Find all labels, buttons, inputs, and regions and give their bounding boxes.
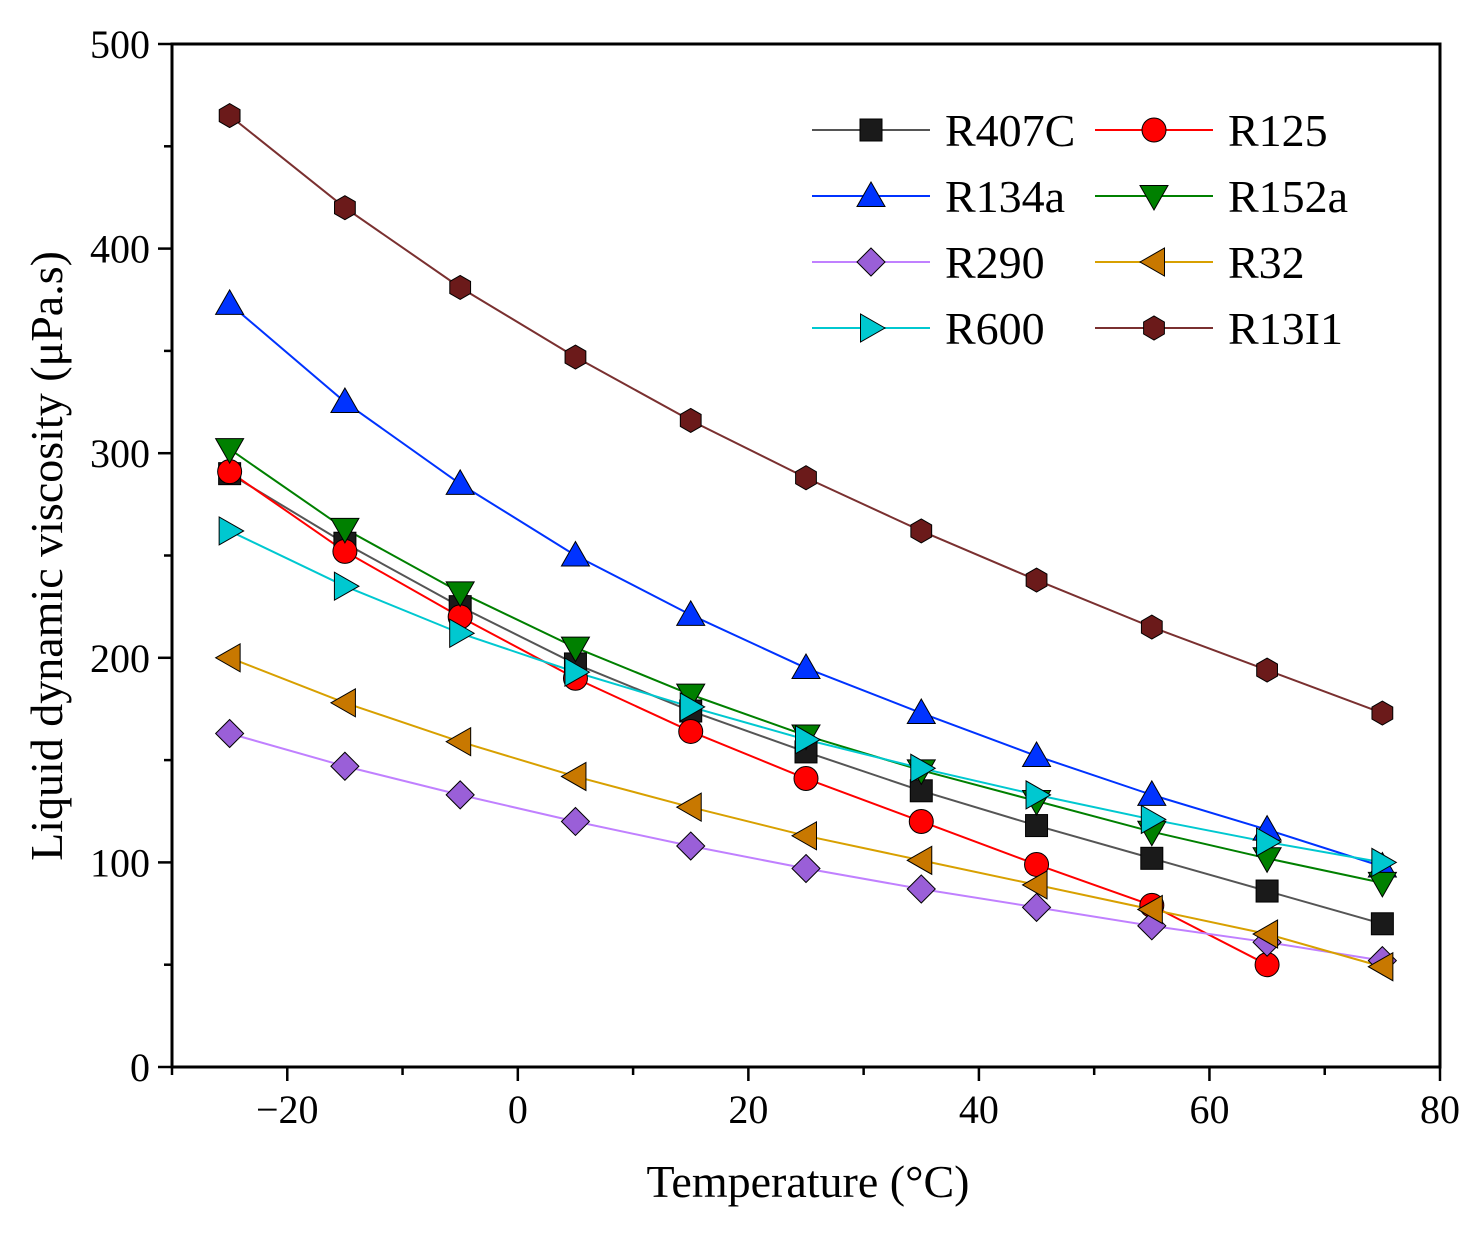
legend-label-r13i1: R13I1 xyxy=(1228,303,1343,354)
legend-label-r600: R600 xyxy=(945,303,1045,354)
data-point-r407c xyxy=(1025,814,1049,838)
data-point-r32 xyxy=(445,726,472,757)
legend-label-r152a: R152a xyxy=(1228,171,1348,222)
y-axis-title: Liquid dynamic viscosity (μPa.s) xyxy=(21,251,72,861)
data-point-r32 xyxy=(1252,919,1279,949)
data-point-r600 xyxy=(564,657,591,687)
legend-label-r125: R125 xyxy=(1228,105,1328,156)
legend: R407C R125 R134a R152a R290 R32 R600 R13I1 xyxy=(812,105,1348,354)
x-axis-title: Temperature (°C) xyxy=(647,1156,970,1207)
y-tick-label: 300 xyxy=(90,431,150,476)
data-point-r134a xyxy=(560,540,591,567)
legend-label-r32: R32 xyxy=(1228,237,1305,288)
data-point-r600 xyxy=(333,571,360,602)
data-point-r32 xyxy=(675,792,702,823)
data-point-r600 xyxy=(449,618,476,649)
x-tick-label: 20 xyxy=(728,1087,768,1132)
data-point-r600 xyxy=(1025,780,1052,810)
series-markers xyxy=(214,103,1398,982)
data-point-r290 xyxy=(1021,892,1052,923)
data-point-r290 xyxy=(214,718,245,749)
legend-marker-r407c xyxy=(859,118,883,142)
data-point-r152a xyxy=(445,581,476,608)
data-point-r134a xyxy=(214,288,245,315)
data-point-r600 xyxy=(910,753,937,784)
x-tick-label: −20 xyxy=(256,1087,319,1132)
data-point-r32 xyxy=(560,761,587,792)
legend-marker-r290 xyxy=(856,247,886,277)
data-point-r290 xyxy=(906,874,936,904)
x-tick-label: 40 xyxy=(959,1087,999,1132)
data-point-r13i1 xyxy=(1140,614,1163,640)
data-point-r152a xyxy=(330,517,360,544)
data-point-r600 xyxy=(1371,847,1398,878)
data-point-r13i1 xyxy=(1256,657,1278,683)
data-point-r600 xyxy=(218,516,245,546)
data-point-r32 xyxy=(1367,951,1394,982)
legend-label-r134a: R134a xyxy=(945,171,1065,222)
legend-marker-r134a xyxy=(856,180,886,207)
data-point-r32 xyxy=(214,642,241,673)
legend-label-r290: R290 xyxy=(945,237,1045,288)
data-point-r32 xyxy=(329,687,356,718)
y-tick-label: 100 xyxy=(90,840,150,885)
data-point-r152a xyxy=(214,438,245,465)
data-point-r134a xyxy=(791,653,821,680)
data-point-r13i1 xyxy=(679,407,702,434)
data-point-r13i1 xyxy=(564,344,587,370)
data-point-r13i1 xyxy=(910,518,933,544)
series-line-r125 xyxy=(229,470,1268,966)
data-point-r13i1 xyxy=(218,103,241,129)
data-point-r407c xyxy=(1370,912,1394,936)
legend-label-r407c: R407C xyxy=(945,105,1075,156)
data-point-r32 xyxy=(906,845,933,876)
data-point-r13i1 xyxy=(1371,700,1394,726)
data-point-r152a xyxy=(560,636,591,663)
data-point-r600 xyxy=(1140,804,1167,835)
data-point-r290 xyxy=(791,853,821,884)
series-line-r13i1 xyxy=(229,114,1383,714)
data-point-r290 xyxy=(676,831,706,861)
data-point-r152a xyxy=(1367,871,1398,898)
data-point-r407c xyxy=(1140,846,1164,870)
data-point-r134a xyxy=(1021,741,1052,768)
y-tick-label: 500 xyxy=(90,22,150,67)
legend-marker-r600 xyxy=(860,313,887,343)
x-tick-label: 80 xyxy=(1420,1087,1460,1132)
data-point-r290 xyxy=(560,806,591,837)
data-point-r134a xyxy=(330,387,360,414)
x-tick-label: 0 xyxy=(508,1087,528,1132)
data-point-r32 xyxy=(790,820,817,851)
data-point-r600 xyxy=(795,724,822,755)
y-tick-label: 0 xyxy=(130,1045,150,1090)
legend-marker-r152a xyxy=(1139,185,1169,212)
data-point-r290 xyxy=(330,751,360,781)
y-tick-label: 400 xyxy=(90,227,150,272)
data-point-r407c xyxy=(1255,879,1279,903)
data-point-r125 xyxy=(908,808,934,834)
data-point-r290 xyxy=(445,780,475,810)
data-point-r13i1 xyxy=(449,274,472,301)
data-point-r134a xyxy=(1136,779,1167,806)
data-point-r600 xyxy=(1256,827,1283,857)
data-point-r125 xyxy=(793,766,819,792)
data-point-r13i1 xyxy=(334,195,356,221)
x-tick-label: 60 xyxy=(1189,1087,1229,1132)
legend-marker-r125 xyxy=(1141,117,1167,143)
legend-marker-r32 xyxy=(1138,247,1165,277)
data-point-r32 xyxy=(1136,894,1163,925)
data-point-r125 xyxy=(678,718,704,744)
data-point-r134a xyxy=(445,468,476,495)
data-point-r32 xyxy=(1021,870,1048,900)
data-point-r134a xyxy=(675,599,706,626)
data-point-r13i1 xyxy=(795,465,817,491)
y-tick-label: 200 xyxy=(90,636,150,681)
data-point-r134a xyxy=(906,698,937,725)
data-point-r13i1 xyxy=(1025,567,1048,593)
plot-axes: −20 0 20 40 60 80 0 100 200 300 400 500 xyxy=(90,22,1460,1132)
data-point-r600 xyxy=(679,692,706,722)
legend-marker-r13i1 xyxy=(1143,315,1165,341)
